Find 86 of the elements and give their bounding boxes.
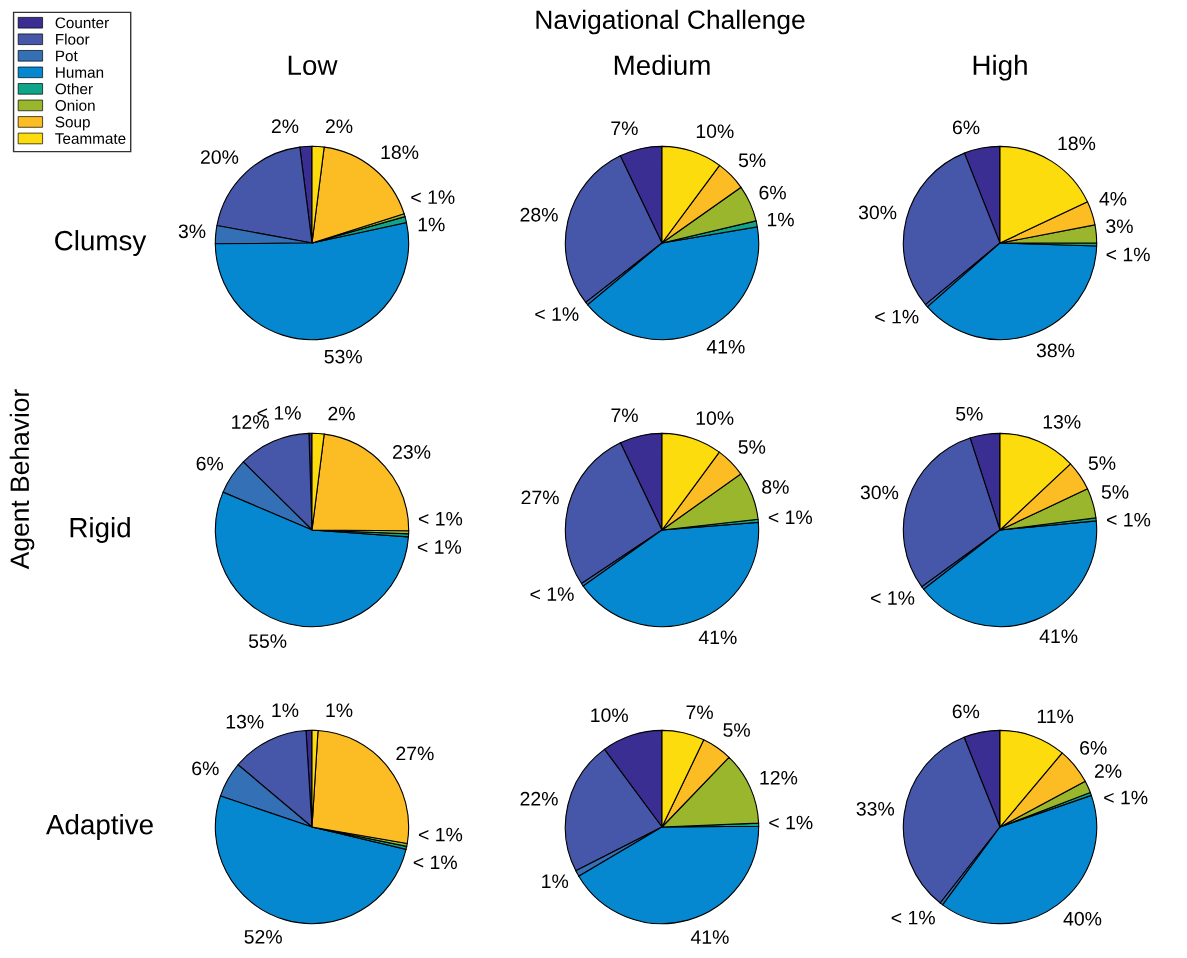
data-label: < 1% — [1107, 512, 1151, 527]
data-label: 10% — [591, 708, 628, 723]
text: Rigid — [70, 517, 130, 543]
data-label: 13% — [226, 714, 264, 729]
data-label: 38% — [1036, 343, 1075, 358]
data-label: 2% — [1094, 764, 1122, 778]
data-label: 8% — [762, 480, 789, 494]
data-label: < 1% — [871, 591, 915, 605]
data-label: 5% — [738, 440, 766, 454]
data-label: 6% — [192, 761, 219, 776]
data-label: 10% — [696, 411, 734, 426]
data-label: 55% — [248, 634, 287, 648]
data-label: 1% — [767, 212, 794, 227]
data-label: < 1% — [413, 855, 457, 870]
data-label: 1% — [272, 703, 299, 718]
text: Low — [288, 55, 338, 76]
legend-label: Other — [55, 83, 93, 95]
data-label: 7% — [611, 121, 638, 136]
data-label: < 1% — [891, 910, 935, 925]
data-label: < 1% — [417, 540, 462, 554]
data-label: 1% — [542, 874, 569, 888]
data-label: 3% — [178, 224, 206, 239]
data-label: < 1% — [768, 510, 813, 525]
data-label: 41% — [690, 930, 729, 944]
chart-title: High — [973, 54, 1027, 81]
data-label: 12% — [760, 770, 798, 785]
data-label: 6% — [952, 120, 980, 135]
data-label: < 1% — [535, 307, 579, 321]
data-label: 18% — [1058, 136, 1096, 151]
data-label: 3% — [1106, 219, 1133, 234]
data-label: < 1% — [418, 511, 463, 526]
data-label: 23% — [393, 445, 431, 459]
data-label: 5% — [1101, 485, 1129, 499]
data-label: 2% — [271, 119, 299, 134]
data-label: 40% — [1063, 911, 1102, 926]
data-label: 6% — [952, 704, 980, 719]
data-label: 41% — [698, 630, 737, 645]
data-label: 30% — [860, 485, 899, 500]
data-label: 7% — [611, 408, 638, 422]
data-label: < 1% — [1104, 790, 1148, 805]
data-label: 7% — [686, 705, 713, 720]
data-label: 27% — [396, 746, 434, 761]
data-label: 30% — [858, 205, 897, 220]
data-label: 28% — [520, 207, 558, 222]
legend-label: Human — [56, 67, 104, 78]
data-label: 41% — [1039, 629, 1078, 643]
data-label: 1% — [418, 217, 445, 232]
data-label: 5% — [723, 723, 750, 737]
data-label: < 1% — [418, 827, 463, 842]
data-label: < 1% — [530, 587, 574, 601]
data-label: 6% — [1080, 741, 1107, 755]
data-label: 22% — [520, 791, 558, 806]
text: Adaptive — [46, 814, 153, 840]
data-label: 6% — [196, 456, 224, 471]
legend-label: Teammate — [55, 133, 126, 144]
text: Navigational Challenge — [536, 9, 805, 35]
legend-label: Pot — [56, 50, 78, 62]
data-label: 5% — [738, 153, 766, 168]
data-label: 13% — [1043, 414, 1081, 429]
legend-label: Onion — [55, 99, 95, 111]
chart-title: Medium — [614, 54, 710, 76]
data-label: 2% — [328, 406, 355, 421]
text: Agent Behavior — [9, 389, 35, 570]
data-label: 4% — [1099, 191, 1127, 206]
data-label: 41% — [706, 339, 745, 354]
data-label: 10% — [696, 124, 734, 139]
data-label: < 1% — [769, 815, 813, 830]
text: Clumsy — [55, 230, 147, 256]
data-label: < 1% — [1106, 247, 1150, 262]
data-label: 18% — [381, 145, 419, 160]
data-label: 27% — [521, 490, 559, 505]
legend-label: Counter — [55, 17, 109, 29]
data-label: 2% — [325, 119, 353, 134]
data-label: < 1% — [875, 309, 919, 324]
data-label: 1% — [326, 703, 353, 718]
data-label: 53% — [324, 349, 362, 364]
legend-label: Floor — [56, 33, 90, 45]
data-label: < 1% — [411, 190, 455, 204]
data-label: 52% — [244, 929, 282, 944]
data-label: 5% — [1088, 456, 1116, 471]
data-label: 6% — [759, 185, 786, 200]
data-label: 33% — [856, 801, 895, 816]
legend-label: Soup — [55, 116, 90, 131]
data-label: 5% — [956, 406, 983, 421]
data-label: 11% — [1037, 709, 1074, 724]
data-label: 20% — [200, 150, 239, 164]
